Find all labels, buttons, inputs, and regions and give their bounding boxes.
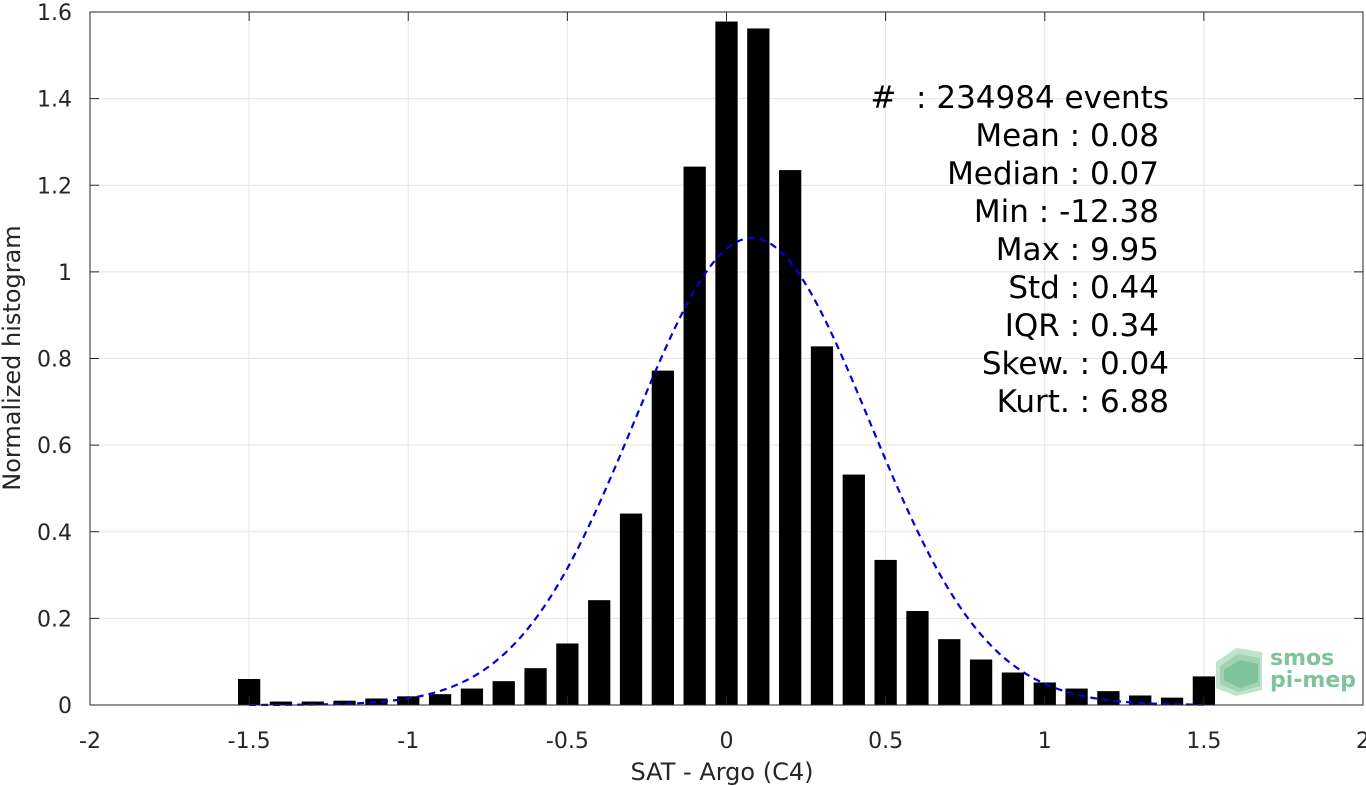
y-tick-label: 1.4 xyxy=(37,88,72,113)
y-tick-label: 0.4 xyxy=(37,521,72,546)
histogram-bar xyxy=(588,600,611,705)
y-tick-labels: 0 0.2 0.4 0.6 0.8 1 1.2 1.4 1.6 xyxy=(37,1,72,719)
histogram-bar xyxy=(492,681,515,705)
histogram-bar xyxy=(556,643,579,705)
y-tick-label: 1.2 xyxy=(37,174,72,199)
histogram-bar xyxy=(1129,695,1152,705)
stats-line: Max : 9.95 xyxy=(996,232,1159,268)
histogram-bar xyxy=(651,370,674,705)
histogram-bar xyxy=(1001,672,1025,705)
x-tick-label: 1 xyxy=(1038,729,1052,754)
x-tick-label: 0.5 xyxy=(868,729,903,754)
histogram-bar xyxy=(906,611,929,705)
histogram-bar xyxy=(938,639,961,705)
y-tick-label: 0.2 xyxy=(37,607,72,632)
stats-line: Std : 0.44 xyxy=(1008,270,1159,306)
logo-graphic xyxy=(1216,648,1262,696)
y-tick-label: 0 xyxy=(58,694,72,719)
stats-line: # : 234984 events xyxy=(870,80,1169,116)
x-tick-labels: -2 -1.5 -1 -0.5 0 0.5 1 1.5 2 xyxy=(79,729,1366,754)
axis-ticks xyxy=(89,11,1364,706)
x-tick-label: -0.5 xyxy=(546,729,589,754)
histogram-bar xyxy=(619,513,643,705)
histogram-bar xyxy=(1097,691,1120,705)
x-tick-label: -1.5 xyxy=(228,729,271,754)
histogram-bar xyxy=(365,698,388,705)
histogram-bar xyxy=(969,659,993,705)
smos-pimep-logo: smos pi-mep xyxy=(1216,646,1356,696)
histogram-bar xyxy=(842,474,865,705)
y-axis-label: Normalized histogram xyxy=(0,225,26,490)
histogram-bar xyxy=(715,21,738,706)
histogram-bar xyxy=(428,694,452,705)
y-tick-label: 1 xyxy=(58,261,72,286)
bars xyxy=(237,21,1216,706)
x-tick-label: 2 xyxy=(1356,729,1366,754)
histogram-bar xyxy=(683,166,706,706)
x-tick-label: 0 xyxy=(720,729,734,754)
y-tick-label: 0.6 xyxy=(37,434,72,459)
x-tick-label: -1 xyxy=(397,729,419,754)
y-tick-label: 1.6 xyxy=(37,1,72,26)
histogram-bar xyxy=(460,688,484,705)
histogram-bar xyxy=(237,679,261,705)
x-tick-label: -2 xyxy=(79,729,101,754)
logo-line2: pi-mep xyxy=(1270,668,1356,693)
stats-line: Skew. : 0.04 xyxy=(982,346,1169,382)
stats-line: IQR : 0.34 xyxy=(1005,308,1159,344)
histogram-bar xyxy=(779,170,802,705)
histogram-bar xyxy=(1160,697,1184,705)
histogram-bar xyxy=(1192,676,1216,705)
x-axis-label: SAT - Argo (C4) xyxy=(631,758,814,786)
histogram-bar xyxy=(524,668,547,705)
histogram-bar xyxy=(747,28,770,706)
histogram-bar xyxy=(301,701,324,705)
stats-line: Kurt. : 6.88 xyxy=(997,384,1169,420)
histogram-bar xyxy=(1033,682,1056,705)
stats-line: Median : 0.07 xyxy=(947,156,1159,192)
histogram-bar xyxy=(333,700,356,705)
y-tick-label: 0.8 xyxy=(37,348,72,373)
histogram-bar xyxy=(810,346,834,705)
histogram-bar xyxy=(874,559,897,705)
histogram-bar xyxy=(269,701,293,705)
stats-line: Min : -12.38 xyxy=(974,194,1159,230)
stats-line: Mean : 0.08 xyxy=(975,118,1159,154)
x-tick-label: 1.5 xyxy=(1186,729,1221,754)
logo-line1: smos xyxy=(1270,646,1334,671)
